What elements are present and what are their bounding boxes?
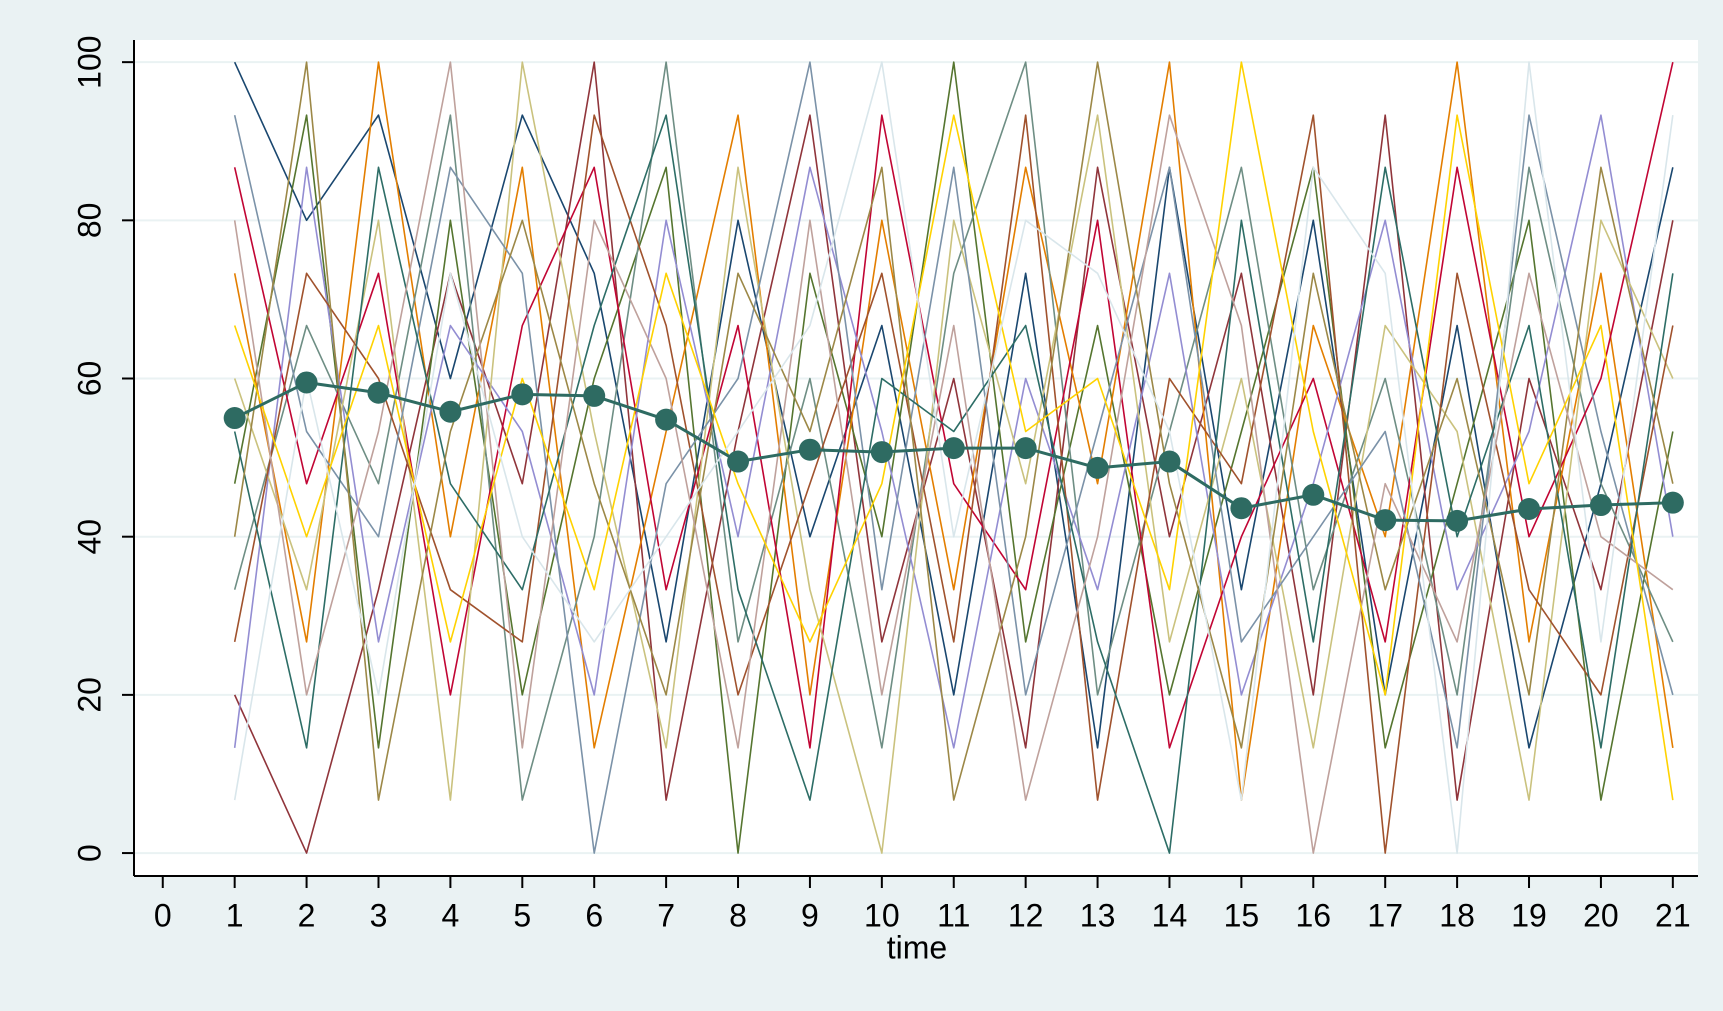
x-tick-label: 12 bbox=[1008, 897, 1044, 933]
x-tick-label: 14 bbox=[1152, 897, 1188, 933]
x-tick-label: 1 bbox=[226, 897, 244, 933]
mean-marker bbox=[1661, 491, 1684, 514]
mean-marker bbox=[798, 438, 821, 461]
x-tick-label: 19 bbox=[1511, 897, 1547, 933]
mean-marker bbox=[655, 408, 678, 431]
plot-background bbox=[134, 40, 1698, 876]
mean-marker bbox=[870, 441, 893, 464]
x-tick-label: 7 bbox=[657, 897, 675, 933]
x-tick-label: 17 bbox=[1367, 897, 1403, 933]
y-tick-label: 100 bbox=[71, 35, 107, 88]
mean-marker bbox=[1014, 437, 1037, 460]
x-tick-label: 9 bbox=[801, 897, 819, 933]
trajectory-line bbox=[233, 61, 1674, 854]
mean-marker bbox=[367, 381, 390, 404]
mean-marker bbox=[1374, 509, 1397, 532]
trajectory-line bbox=[233, 114, 1674, 854]
x-tick-label: 2 bbox=[298, 897, 316, 933]
mean-marker bbox=[727, 450, 750, 473]
trajectory-line bbox=[233, 61, 1674, 749]
y-tick-label: 60 bbox=[71, 361, 107, 397]
trajectory-line bbox=[233, 61, 1674, 801]
mean-marker bbox=[1230, 497, 1253, 520]
x-tick-label: 21 bbox=[1655, 897, 1691, 933]
mean-marker bbox=[439, 400, 462, 423]
y-tick-label: 0 bbox=[71, 844, 107, 862]
mean-marker bbox=[1086, 456, 1109, 479]
x-tick-label: 0 bbox=[154, 897, 172, 933]
x-tick-label: 11 bbox=[937, 897, 970, 933]
trajectory-line bbox=[233, 61, 1674, 854]
mean-marker bbox=[511, 383, 534, 406]
mean-marker bbox=[1589, 494, 1612, 517]
mean-marker bbox=[295, 371, 318, 394]
mean-marker bbox=[1518, 498, 1541, 521]
trajectory-line bbox=[233, 114, 1674, 854]
x-tick-label: 13 bbox=[1080, 897, 1116, 933]
x-tick-label: 6 bbox=[585, 897, 603, 933]
x-tick-label: 16 bbox=[1295, 897, 1331, 933]
trajectory-line bbox=[233, 61, 1674, 854]
x-tick-label: 10 bbox=[864, 897, 900, 933]
mean-marker bbox=[942, 437, 965, 460]
x-tick-label: 20 bbox=[1583, 897, 1619, 933]
x-tick-label: 18 bbox=[1439, 897, 1475, 933]
trajectory-line bbox=[233, 61, 1674, 854]
mean-marker bbox=[1446, 509, 1469, 532]
x-tick-label: 4 bbox=[441, 897, 459, 933]
x-tick-label: 3 bbox=[370, 897, 388, 933]
x-axis-label: time bbox=[887, 929, 947, 965]
mean-marker bbox=[583, 384, 606, 407]
trajectory-line bbox=[233, 61, 1674, 801]
y-tick-label: 20 bbox=[71, 677, 107, 713]
mean-marker bbox=[1302, 483, 1325, 506]
mean-marker bbox=[223, 407, 246, 430]
y-tick-label: 80 bbox=[71, 203, 107, 239]
mean-marker bbox=[1158, 450, 1181, 473]
x-tick-label: 8 bbox=[729, 897, 747, 933]
x-tick-label: 15 bbox=[1224, 897, 1260, 933]
y-tick-label: 40 bbox=[71, 519, 107, 555]
x-tick-label: 5 bbox=[513, 897, 531, 933]
